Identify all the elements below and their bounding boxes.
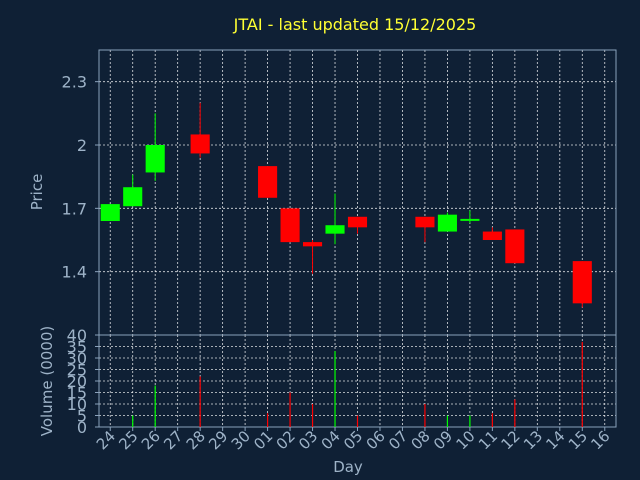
- price-tick-label: 2: [77, 136, 87, 155]
- candle-body: [258, 166, 278, 198]
- candle-body: [145, 145, 165, 173]
- volume-tick-label: 15: [67, 384, 87, 403]
- candle-body: [123, 187, 143, 207]
- price-axis-label: Price: [28, 174, 46, 211]
- chart-title: JTAI - last updated 15/12/2025: [233, 15, 477, 34]
- price-grid: [99, 50, 616, 335]
- volume-tick-label: 5: [77, 407, 87, 426]
- price-tick-labels: 1.4 1.7 2 2.3: [62, 73, 99, 282]
- candle-body: [437, 214, 457, 232]
- day-tick-labels: 2425262728293001020304050607080910111213…: [93, 427, 614, 453]
- volume-tick-label: 10: [67, 395, 87, 414]
- candle-body: [325, 225, 345, 234]
- candle-body: [347, 216, 368, 228]
- candle-body: [482, 231, 502, 240]
- volume-tick-label: 0: [77, 418, 87, 437]
- candle-body: [100, 204, 120, 221]
- candle-body: [302, 242, 323, 247]
- volume-tick-label: 40: [67, 326, 87, 345]
- price-tick-label: 1.7: [62, 199, 87, 218]
- volume-tick-label: 30: [67, 349, 87, 368]
- day-tick-label: 16: [587, 427, 613, 453]
- candle-body: [460, 218, 480, 221]
- volume-tick-label: 25: [67, 361, 87, 380]
- candle-body: [280, 208, 300, 243]
- volume-axis-label: Volume (0000): [38, 326, 56, 436]
- candle-body: [415, 216, 435, 228]
- volume-tick-label: 20: [67, 372, 87, 391]
- volume-tick-label: 35: [67, 338, 87, 357]
- price-tick-label: 1.4: [62, 263, 87, 282]
- candle-body: [190, 134, 210, 154]
- candle-body: [572, 261, 592, 304]
- day-axis-label: Day: [333, 458, 363, 476]
- volume-grid: [99, 335, 616, 427]
- candlestick-series: [100, 102, 592, 308]
- volume-series: [132, 341, 583, 427]
- price-tick-label: 2.3: [62, 73, 87, 92]
- price-panel-frame: [98, 49, 617, 336]
- candle-body: [505, 229, 525, 264]
